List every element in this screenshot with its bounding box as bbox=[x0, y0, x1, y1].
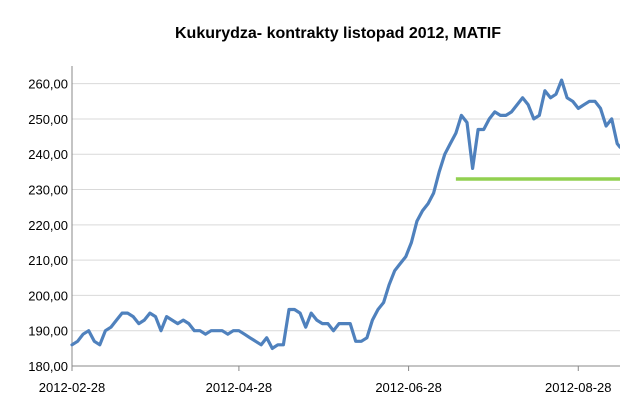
y-axis-tick-labels: 180,00 190,00 200,00 210,00 220,00 230,00 240,… bbox=[28, 77, 68, 374]
y-tick-label: 260,00 bbox=[28, 77, 68, 92]
y-tick-label: 250,00 bbox=[28, 112, 68, 127]
y-tick-label: 180,00 bbox=[28, 359, 68, 374]
x-tick-label: 2012-06-28 bbox=[375, 380, 442, 395]
y-tick-label: 220,00 bbox=[28, 218, 68, 233]
chart-title: Kukurydza- kontrakty listopad 2012, MATI… bbox=[175, 25, 501, 42]
series-marks bbox=[70, 78, 620, 350]
x-tick-label: 2012-08-28 bbox=[545, 380, 612, 395]
x-axis-tick-labels: 2012-02-28 2012-04-28 2012-06-28 2012-08-28 bbox=[39, 380, 612, 395]
axes bbox=[71, 66, 620, 371]
grid-lines bbox=[72, 83, 620, 367]
y-tick-label: 230,00 bbox=[28, 183, 68, 198]
y-tick-label: 210,00 bbox=[28, 253, 68, 268]
x-tick-label: 2012-02-28 bbox=[39, 380, 106, 395]
y-tick-label: 240,00 bbox=[28, 147, 68, 162]
y-tick-label: 190,00 bbox=[28, 324, 68, 339]
x-tick-label: 2012-04-28 bbox=[206, 380, 273, 395]
series-line bbox=[70, 78, 620, 350]
y-tick-label: 200,00 bbox=[28, 288, 68, 303]
